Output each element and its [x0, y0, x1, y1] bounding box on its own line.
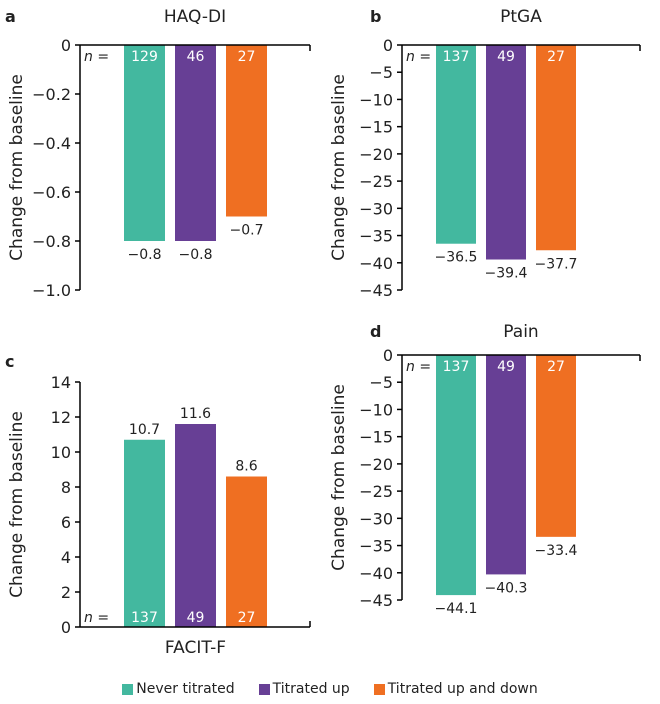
y-tick-label: 14	[51, 373, 71, 392]
y-tick-label: 2	[61, 583, 71, 602]
bar-titrated-up-and-down	[226, 476, 267, 627]
y-tick-label: −0.6	[32, 183, 71, 202]
legend-swatch	[373, 683, 385, 695]
y-tick-label: −25	[359, 482, 393, 501]
n-prefix: n =	[84, 610, 109, 626]
y-tick-label: −1.0	[32, 281, 71, 300]
y-tick-label: −40	[359, 564, 393, 583]
y-tick-label: −35	[359, 227, 393, 246]
value-label: −36.5	[435, 250, 478, 266]
legend-swatch	[258, 683, 270, 695]
value-label: 10.7	[129, 422, 160, 438]
legend-swatch	[122, 683, 134, 695]
n-prefix: n =	[406, 359, 431, 375]
legend: Never titrated Titrated up Titrated up a…	[0, 681, 660, 697]
y-tick-label: −45	[359, 591, 393, 610]
value-label: 11.6	[180, 406, 211, 422]
y-tick-label: −35	[359, 537, 393, 556]
value-label: −0.7	[230, 223, 264, 239]
n-label: 27	[238, 49, 256, 65]
legend-label: Never titrated	[136, 681, 235, 697]
n-label: 137	[131, 610, 158, 626]
legend-item-titrated-up: Titrated up	[258, 681, 350, 697]
y-tick-label: 0	[61, 618, 71, 637]
legend-label: Titrated up	[272, 681, 350, 697]
n-label: 27	[547, 359, 565, 375]
y-tick-label: −0.8	[32, 232, 71, 251]
y-tick-label: 8	[61, 478, 71, 497]
y-tick-label: 0	[383, 346, 393, 365]
n-label: 137	[443, 49, 470, 65]
bar-titrated-up-and-down	[226, 45, 267, 217]
n-prefix: n =	[84, 49, 109, 65]
bar-never-titrated	[124, 45, 165, 241]
n-label: 46	[187, 49, 205, 65]
y-tick-label: 6	[61, 513, 71, 532]
bar-titrated-up-and-down	[536, 45, 576, 251]
y-tick-label: 12	[51, 408, 71, 427]
value-label: −39.4	[485, 266, 528, 282]
panel-label: c	[5, 352, 14, 371]
panel-label: a	[5, 7, 16, 26]
panel-title: FACIT-F	[165, 638, 226, 658]
n-label: 137	[443, 359, 470, 375]
y-tick-label: −20	[359, 145, 393, 164]
bar-never-titrated	[436, 355, 476, 596]
n-label: 129	[131, 49, 158, 65]
y-axis-label: Change from baseline	[329, 384, 349, 571]
y-tick-label: 0	[61, 36, 71, 55]
y-tick-label: −40	[359, 254, 393, 273]
value-label: −0.8	[179, 247, 213, 263]
bar-never-titrated	[124, 439, 165, 627]
y-tick-label: 10	[51, 443, 71, 462]
y-tick-label: −30	[359, 199, 393, 218]
bar-titrated-up	[175, 45, 216, 241]
legend-label: Titrated up and down	[387, 681, 538, 697]
n-prefix: n =	[406, 49, 431, 65]
n-label: 27	[238, 610, 256, 626]
y-axis-label: Change from baseline	[329, 74, 349, 261]
bar-titrated-up	[175, 424, 216, 627]
y-axis-label: Change from baseline	[7, 411, 27, 598]
bar-titrated-up	[486, 45, 526, 260]
y-tick-label: −0.2	[32, 85, 71, 104]
panel-title: Pain	[503, 322, 538, 342]
y-tick-label: −20	[359, 455, 393, 474]
n-label: 27	[547, 49, 565, 65]
y-tick-label: −15	[359, 118, 393, 137]
value-label: 8.6	[235, 459, 257, 475]
bar-never-titrated	[436, 45, 476, 244]
n-label: 49	[497, 49, 515, 65]
n-label: 49	[187, 610, 205, 626]
y-axis-label: Change from baseline	[7, 74, 27, 261]
panel-label: b	[370, 7, 381, 26]
y-tick-label: −10	[359, 400, 393, 419]
n-label: 49	[497, 359, 515, 375]
y-tick-label: −25	[359, 172, 393, 191]
y-tick-label: −45	[359, 281, 393, 300]
y-tick-label: −15	[359, 428, 393, 447]
panel-label: d	[370, 322, 381, 341]
value-label: −33.4	[535, 543, 578, 559]
y-tick-label: −30	[359, 509, 393, 528]
panel-title: PtGA	[500, 7, 542, 27]
y-tick-label: 0	[383, 36, 393, 55]
y-tick-label: −5	[369, 373, 393, 392]
y-tick-label: 4	[61, 548, 71, 567]
legend-item-never-titrated: Never titrated	[122, 681, 235, 697]
value-label: −37.7	[535, 256, 578, 272]
legend-item-titrated-up-and-down: Titrated up and down	[373, 681, 538, 697]
panel-title: HAQ-DI	[164, 7, 226, 27]
y-tick-label: −5	[369, 63, 393, 82]
bar-titrated-up-and-down	[536, 355, 576, 537]
value-label: −44.1	[435, 601, 478, 617]
y-tick-label: −10	[359, 90, 393, 109]
value-label: −40.3	[485, 580, 528, 596]
value-label: −0.8	[128, 247, 162, 263]
bar-titrated-up	[486, 355, 526, 575]
y-tick-label: −0.4	[32, 134, 71, 153]
